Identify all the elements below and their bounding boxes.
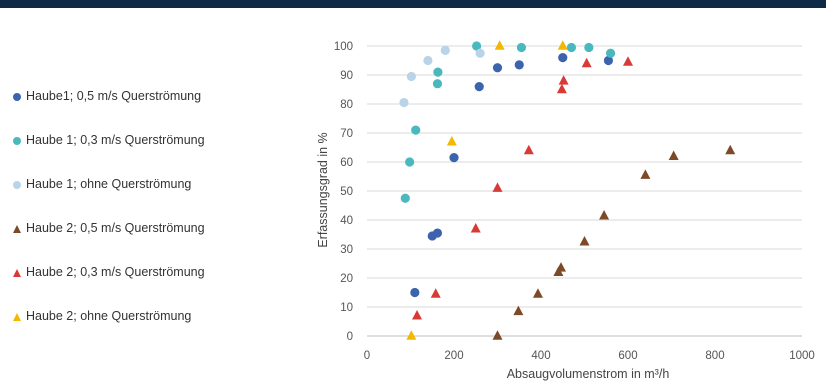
data-point	[623, 56, 633, 66]
legend-label: Haube1; 0,5 m/s Querströmung	[26, 89, 202, 103]
points-layer	[399, 40, 736, 340]
data-point	[405, 157, 415, 167]
data-point	[556, 83, 567, 94]
legend-item: Haube 2; ohne Querströmung	[10, 302, 310, 346]
data-point	[400, 193, 410, 203]
data-point	[579, 236, 590, 246]
data-point	[556, 262, 567, 272]
data-point	[606, 48, 616, 58]
data-point	[532, 288, 543, 298]
legend-marker-triangle	[10, 223, 24, 235]
legend-item: Haube 2; 0,3 m/s Querströmung	[10, 258, 310, 302]
grid-layer	[367, 45, 802, 337]
legend-label: Haube 1; 0,3 m/s Querströmung	[26, 133, 205, 147]
data-point	[558, 53, 568, 63]
data-point	[492, 182, 503, 192]
legend-label: Haube 1; ohne Querströmung	[26, 177, 192, 191]
legend-item: Haube1; 0,5 m/s Querströmung	[10, 82, 310, 126]
data-point	[475, 48, 485, 58]
y-tick-label: 60	[340, 157, 353, 169]
y-tick-label: 50	[340, 186, 353, 198]
legend-item: Haube 1; ohne Querströmung	[10, 170, 310, 214]
data-point	[725, 144, 736, 155]
data-point	[566, 42, 577, 53]
data-point	[599, 209, 610, 220]
top-banner	[0, 0, 826, 8]
x-tick-label: 600	[618, 350, 637, 362]
x-tick-label: 0	[364, 350, 370, 362]
legend: Haube1; 0,5 m/s Querströmung Haube 1; 0,…	[10, 82, 310, 346]
data-point	[581, 57, 592, 68]
data-point	[474, 82, 484, 92]
data-point	[410, 287, 420, 298]
data-point	[433, 67, 443, 77]
y-axis-label: Erfassungsgrad in %	[316, 132, 330, 247]
y-tick-label: 0	[347, 331, 353, 343]
data-point	[557, 40, 568, 50]
legend-item: Haube 2; 0,5 m/s Querströmung	[10, 214, 310, 258]
data-point	[449, 153, 459, 163]
legend-label: Haube 2; 0,5 m/s Querströmung	[26, 221, 205, 235]
legend-marker-circle	[10, 179, 24, 191]
x-tick-label: 800	[705, 350, 724, 362]
y-tick-label: 20	[340, 273, 353, 285]
data-point	[603, 55, 614, 66]
data-point	[412, 310, 423, 320]
data-point	[406, 71, 416, 82]
x-tick-label: 200	[444, 350, 463, 362]
data-point	[516, 42, 527, 53]
data-point	[440, 45, 450, 55]
y-tick-label: 10	[340, 302, 353, 314]
data-point	[640, 169, 651, 179]
data-point	[432, 79, 443, 89]
data-point	[494, 40, 505, 50]
y-tick-label: 90	[340, 70, 353, 82]
data-point	[514, 60, 524, 70]
data-point	[446, 136, 457, 146]
data-point	[423, 55, 433, 66]
y-tick-label: 80	[340, 99, 353, 111]
legend-item: Haube 1; 0,3 m/s Querströmung	[10, 126, 310, 170]
data-point	[523, 144, 534, 155]
legend-marker-triangle	[10, 311, 24, 323]
legend-label: Haube 2; ohne Querströmung	[26, 309, 192, 323]
data-point	[399, 97, 409, 108]
data-point	[411, 125, 421, 135]
y-tick-label: 70	[340, 128, 353, 140]
y-tick-label: 40	[340, 215, 353, 227]
data-point	[430, 288, 441, 298]
y-tick-label: 100	[334, 41, 353, 53]
legend-marker-circle	[10, 91, 24, 103]
data-point	[470, 223, 481, 233]
data-point	[432, 228, 443, 238]
data-point	[492, 63, 503, 73]
legend-label: Haube 2; 0,3 m/s Querströmung	[26, 265, 205, 279]
y-tick-label: 30	[340, 244, 353, 256]
data-point	[584, 42, 594, 53]
data-point	[472, 41, 482, 51]
x-axis-label: Absaugvolumenstrom in m³/h	[507, 367, 670, 381]
legend-marker-circle	[10, 135, 24, 147]
data-point	[513, 305, 524, 316]
legend-marker-triangle	[10, 267, 24, 279]
data-point	[668, 150, 679, 160]
data-point	[406, 330, 417, 340]
x-tick-label: 400	[531, 350, 550, 362]
data-point	[492, 330, 503, 340]
data-point	[558, 75, 569, 85]
x-tick-label: 1000	[789, 350, 815, 362]
